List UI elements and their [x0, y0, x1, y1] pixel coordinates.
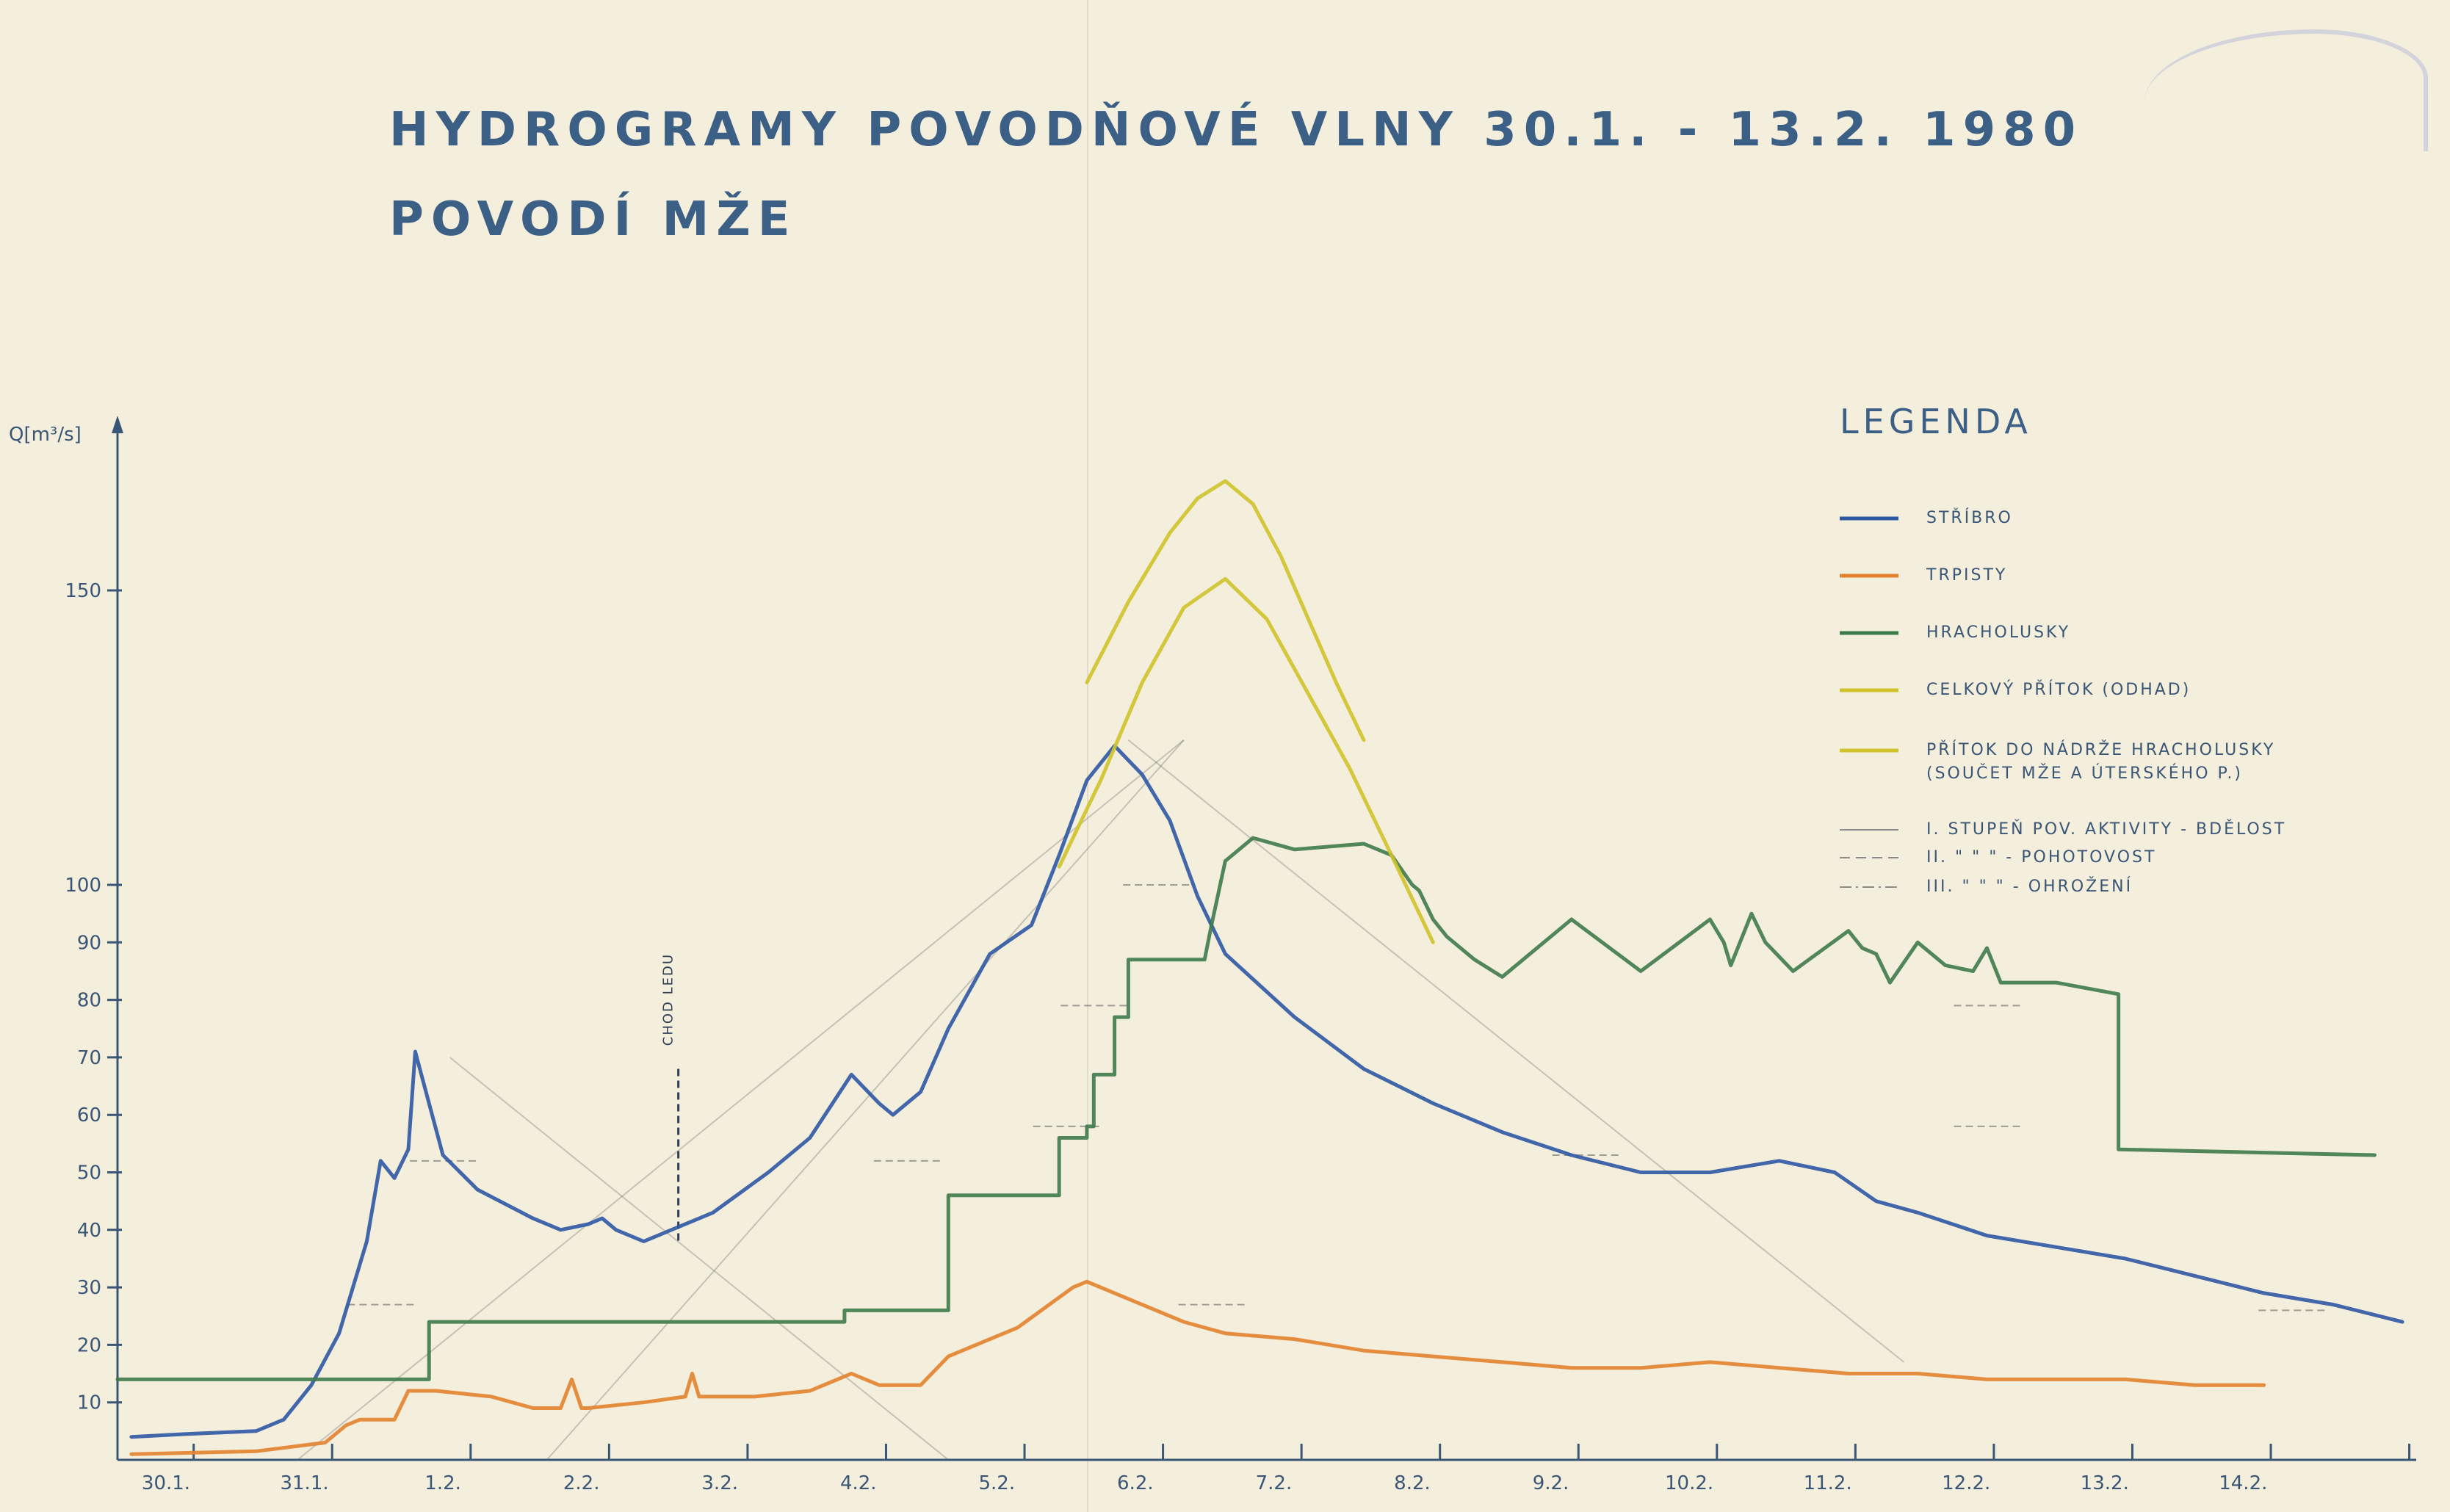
x-tick-label: 31.1. [280, 1472, 328, 1494]
series-line-2 [115, 836, 2377, 1381]
legend-label: I. STUPEŇ POV. AKTIVITY - BDĚLOST [1926, 820, 2286, 839]
x-tick-label: 14.2. [2219, 1472, 2267, 1494]
x-tick-label: 2.2. [563, 1472, 600, 1494]
chart-subtitle: POVODÍ MŽE [389, 192, 798, 247]
legend-label: TRPISTY [1926, 566, 2007, 585]
series-line-0 [129, 744, 2404, 1439]
pen-smudge [2144, 29, 2428, 151]
x-tick-label: 4.2. [840, 1472, 877, 1494]
y-tick-label: 60 [77, 1104, 101, 1126]
legend-label: III. " " " - OHROŽENÍ [1926, 877, 2133, 896]
y-tick-label: 80 [77, 990, 101, 1012]
series-line-4 [1057, 576, 1435, 944]
legend-label: PŘÍTOK DO NÁDRŽE HRACHOLUSKY [1926, 740, 2275, 759]
legend-title: LEGENDA [1840, 402, 2032, 441]
y-tick-label: 10 [77, 1392, 101, 1414]
y-tick-label: 30 [77, 1277, 101, 1299]
y-tick-label: 40 [77, 1220, 101, 1242]
x-tick-label: 30.1. [142, 1472, 190, 1494]
pencil-construction-line [546, 739, 1185, 1461]
y-tick-label: 90 [77, 932, 101, 954]
chart-title: HYDROGRAMY POVODŇOVÉ VLNY 30.1. - 13.2. … [389, 103, 2084, 157]
x-tick-label: 6.2. [1117, 1472, 1154, 1494]
x-tick-label: 5.2. [979, 1472, 1016, 1494]
y-axis-label: Q[m³/s] [9, 424, 82, 446]
legend-label: II. " " " - POHOTOVOST [1926, 848, 2156, 867]
y-tick-label: 150 [65, 580, 101, 602]
x-tick-label: 1.2. [424, 1472, 461, 1494]
legend-label-line2: (SOUČET MŽE A ÚTERSKÉHO P.) [1926, 764, 2243, 783]
pencil-construction-line [297, 739, 1185, 1461]
series-line-3 [1085, 479, 1366, 742]
y-tick-label: 100 [65, 875, 101, 897]
x-tick-label: 13.2. [2081, 1472, 2129, 1494]
x-tick-label: 7.2. [1256, 1472, 1293, 1494]
x-tick-label: 9.2. [1533, 1472, 1569, 1494]
annotation-label: CHOD LEDU [661, 953, 676, 1046]
legend-label: HRACHOLUSKY [1926, 623, 2070, 642]
y-axis-arrow [112, 416, 123, 433]
x-tick-label: 11.2. [1804, 1472, 1852, 1494]
x-tick-label: 10.2. [1665, 1472, 1713, 1494]
pencil-construction-line [449, 1057, 949, 1461]
y-tick-label: 20 [77, 1334, 101, 1356]
series-line-1 [129, 1279, 2266, 1456]
paper-fold [1087, 0, 1088, 1512]
axes: Q[m³/s] [9, 416, 2416, 1461]
annotations: CHOD LEDU [661, 953, 680, 1242]
y-ticks: 10 20 30 40 50 60 70 80 90 100 150 [65, 580, 122, 1414]
x-tick-label: 12.2. [1942, 1472, 1990, 1494]
legend: LEGENDA STŘÍBRO TRPISTY HRACHOLUSKY CELKOVÝ … [1840, 402, 2286, 896]
series-group [115, 479, 2404, 1456]
pencil-construction-line [1127, 739, 1904, 1363]
x-tick-label: 3.2. [701, 1472, 738, 1494]
alert-level-markers [297, 739, 2325, 1461]
y-tick-label: 70 [77, 1047, 101, 1069]
legend-label: STŘÍBRO [1926, 508, 2013, 527]
legend-label: CELKOVÝ PŘÍTOK (ODHAD) [1926, 680, 2191, 699]
y-tick-label: 50 [77, 1162, 101, 1184]
x-ticks: 30.1. 31.1. 1.2. 2.2. 3.2. 4.2. 5.2. 6.2. 7.2. 8.… [142, 1444, 2411, 1494]
x-tick-label: 8.2. [1394, 1472, 1431, 1494]
